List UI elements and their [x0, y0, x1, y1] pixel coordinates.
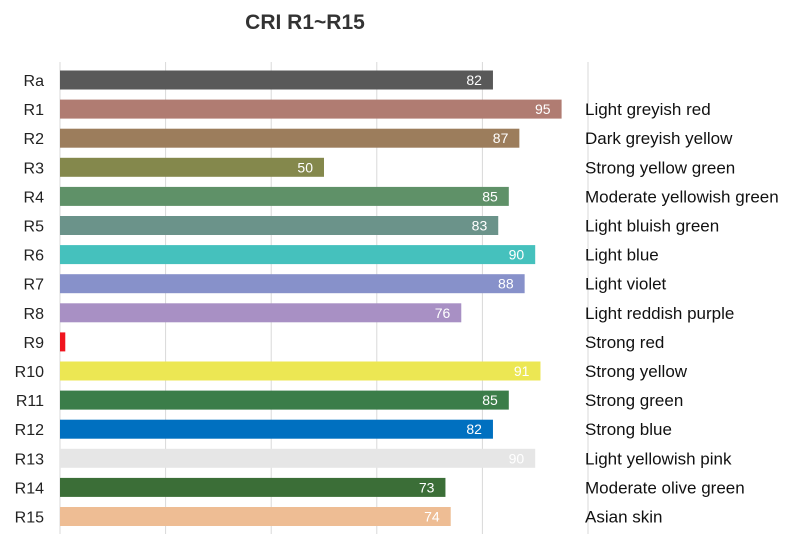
category-label: R1 [24, 102, 45, 119]
value-label: 85 [482, 392, 498, 408]
category-label: R11 [16, 393, 44, 410]
value-label: 83 [472, 218, 488, 234]
bar-row-r14: R14 73 Moderate olive green [15, 477, 745, 497]
bar-row-r10: R10 91 Strong yellow [15, 361, 688, 381]
value-label: 88 [498, 276, 514, 292]
category-label: R12 [15, 422, 44, 439]
color-description: Light bluish green [585, 217, 719, 236]
color-description: Strong green [585, 391, 683, 410]
color-description: Light violet [585, 275, 667, 294]
chart-title: CRI R1~R15 [245, 11, 365, 34]
color-description: Moderate yellowish green [585, 187, 779, 206]
color-description: Light reddish purple [585, 304, 734, 323]
bar [60, 216, 499, 235]
value-label: 74 [424, 509, 440, 525]
bar-row-ra: Ra 82 [24, 70, 493, 90]
category-label: R7 [24, 277, 45, 294]
color-description: Moderate olive green [585, 478, 745, 497]
bar-row-r7: R7 88 Light violet [24, 274, 667, 294]
bar [60, 128, 520, 148]
category-label: R6 [24, 248, 45, 265]
value-label: 91 [514, 363, 530, 379]
bar [60, 157, 324, 177]
bar-row-r4: R4 85 Moderate yellowish green [24, 186, 779, 206]
category-label: R14 [15, 480, 44, 497]
color-description: Strong yellow green [585, 158, 735, 177]
value-label: 76 [435, 305, 451, 321]
color-description: Light yellowish pink [585, 449, 732, 468]
color-description: Light blue [585, 246, 659, 265]
color-description: Dark greyish yellow [585, 129, 733, 148]
bar-row-r1: R1 95 Light greyish red [24, 99, 711, 119]
bar-row-r3: R3 50 Strong yellow green [24, 157, 735, 177]
bar-row-r8: R8 76 Light reddish purple [24, 303, 734, 323]
bar [60, 390, 509, 410]
color-description: Strong yellow [585, 362, 688, 381]
bar-row-r9: R9 Strong red [24, 332, 664, 352]
bar [60, 507, 451, 526]
bar [60, 70, 493, 90]
bar [60, 332, 66, 352]
bar [60, 477, 446, 497]
bar [60, 303, 462, 323]
value-label: 90 [509, 247, 525, 263]
bar [60, 361, 541, 381]
bar [60, 274, 525, 294]
bar-row-r6: R6 90 Light blue [24, 245, 659, 265]
category-label: R3 [24, 160, 45, 177]
category-label: R5 [24, 219, 45, 236]
bar [60, 448, 536, 468]
value-label: 82 [466, 72, 482, 88]
color-description: Strong red [585, 333, 664, 352]
color-description: Light greyish red [585, 100, 711, 119]
category-label: R9 [24, 335, 45, 352]
bar-row-r11: R11 85 Strong green [16, 390, 683, 410]
bar-row-r2: R2 87 Dark greyish yellow [24, 128, 733, 148]
category-label: Ra [24, 73, 45, 90]
value-label: 90 [509, 450, 525, 466]
category-label: R13 [15, 451, 44, 468]
value-label: 50 [297, 159, 313, 175]
bar-row-r5: R5 83 Light bluish green [24, 216, 719, 236]
bar [60, 245, 536, 265]
category-label: R8 [24, 306, 45, 323]
category-label: R15 [15, 510, 44, 527]
bar [60, 99, 562, 119]
value-label: 95 [535, 101, 551, 117]
value-label: 82 [466, 421, 482, 437]
value-label: 73 [419, 479, 435, 495]
category-label: R4 [24, 189, 45, 206]
color-description: Strong blue [585, 420, 672, 439]
bar-row-r13: R13 90 Light yellowish pink [15, 448, 732, 468]
category-label: R10 [15, 364, 44, 381]
value-label: 85 [482, 188, 498, 204]
value-label: 87 [493, 130, 509, 146]
bar-row-r12: R12 82 Strong blue [15, 419, 672, 439]
bars: Ra 82 R1 95 Light greyish red R2 87 Dark greyis… [15, 70, 779, 527]
bar [60, 186, 509, 206]
bar-row-r15: R15 74 Asian skin [15, 507, 662, 527]
bar [60, 419, 493, 439]
category-label: R2 [24, 131, 45, 148]
color-description: Asian skin [585, 508, 662, 527]
